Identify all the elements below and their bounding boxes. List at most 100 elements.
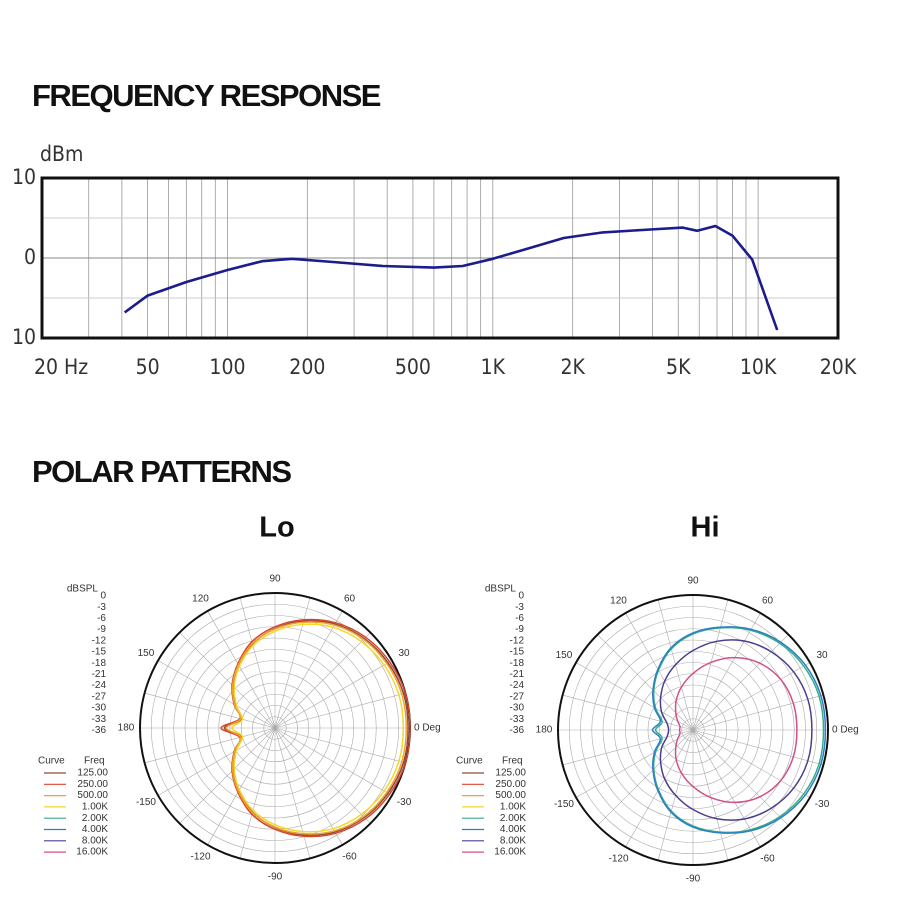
angle-label: 60 [762, 596, 774, 607]
r-axis-label: dBSPL [67, 584, 99, 595]
x-tick-label: 10K [740, 355, 777, 379]
ring [218, 671, 332, 785]
angle-label: 90 [269, 574, 281, 585]
legend-label: 125.00 [77, 768, 108, 779]
r-tick-label: -12 [92, 635, 107, 646]
legend-label: 500.00 [77, 790, 108, 801]
angle-label: 150 [138, 648, 155, 659]
angle-label: 0 Deg [832, 725, 859, 736]
legend-label: 16.00K [494, 847, 526, 858]
r-tick-label: -24 [510, 680, 525, 691]
ring [263, 716, 287, 740]
angle-label: 120 [192, 594, 209, 605]
angle-label: 180 [536, 725, 553, 736]
r-tick-label: -18 [510, 658, 525, 669]
y-tick-label: 0 [24, 245, 36, 269]
polar-curve [652, 626, 825, 834]
legend-label: 8.00K [82, 835, 108, 846]
legend-label: 250.00 [495, 779, 526, 790]
r-tick-label: -36 [510, 725, 525, 736]
angle-label: 180 [118, 723, 135, 734]
r-tick-label: -15 [92, 647, 107, 658]
ring [150, 603, 400, 853]
r-tick-label: -36 [92, 725, 107, 736]
r-tick-label: -27 [510, 691, 525, 702]
r-tick-label: -24 [92, 680, 107, 691]
legend-label: 250.00 [77, 779, 108, 790]
ring [670, 707, 716, 753]
ring [602, 639, 784, 821]
r-tick-label: -30 [92, 703, 107, 714]
angle-label: -150 [136, 797, 156, 808]
r-tick-label: -27 [92, 691, 107, 702]
ring [681, 718, 705, 742]
polar-curve [231, 623, 405, 833]
angle-label: 60 [344, 594, 356, 605]
y-axis-label: dBm [40, 142, 83, 166]
ring [207, 660, 343, 796]
ring [162, 615, 388, 841]
r-tick-label: -33 [510, 714, 525, 725]
legend-label: 500.00 [495, 790, 526, 801]
legend-label: 16.00K [76, 847, 108, 858]
r-tick-label: -18 [92, 658, 107, 669]
response-line [123, 224, 779, 331]
legend-label: 125.00 [495, 768, 526, 779]
angle-label: 30 [816, 650, 828, 661]
legend-label: 1.00K [82, 802, 108, 813]
ring [591, 628, 795, 832]
angle-label: -30 [815, 799, 830, 810]
ring [568, 605, 818, 855]
r-tick-label: -15 [510, 647, 525, 658]
ring [184, 637, 366, 819]
x-tick-label: 5K [666, 355, 691, 379]
ring [658, 695, 728, 765]
section-heading: FREQUENCY RESPONSE [32, 78, 381, 113]
legend-title: Freq [502, 756, 523, 767]
ring [557, 594, 829, 866]
polar-chart: Lo0-3-6-9-12-15-18-21-24-27-30-33-36dBSP… [38, 512, 441, 883]
angle-label: -120 [190, 852, 210, 863]
angle-label: 0 Deg [414, 723, 441, 734]
x-tick-label: 2K [560, 355, 585, 379]
legend-title: Curve [38, 756, 65, 767]
polar-title: Hi [691, 512, 720, 544]
polar-curve [651, 626, 827, 834]
r-axis-label: dBSPL [485, 584, 517, 595]
angle-label: -90 [686, 874, 701, 885]
section-heading: POLAR PATTERNS [32, 454, 291, 489]
angle-label: 30 [398, 648, 410, 659]
legend-label: 8.00K [500, 835, 526, 846]
polar-chart: Hi0-3-6-9-12-15-18-21-24-27-30-33-36dBSP… [456, 512, 859, 885]
r-tick-label: -6 [97, 613, 106, 624]
polar-title: Lo [259, 512, 294, 544]
y-tick-label: 10 [12, 325, 36, 349]
legend-title: Freq [84, 756, 105, 767]
r-tick-label: -21 [92, 669, 107, 680]
legend-label: 2.00K [500, 813, 526, 824]
r-tick-label: -3 [97, 602, 106, 613]
x-tick-label: 20 Hz [34, 355, 88, 379]
x-tick-label: 500 [395, 355, 431, 379]
legend-label: 4.00K [500, 824, 526, 835]
angle-label: 90 [687, 576, 699, 587]
plot-frame [40, 176, 840, 340]
ring [252, 705, 298, 751]
polar-curve [223, 620, 409, 836]
r-tick-label: 0 [100, 591, 106, 602]
r-tick-label: -3 [515, 602, 524, 613]
legend-title: Curve [456, 756, 483, 767]
r-tick-label: -21 [510, 669, 525, 680]
polar-curve [225, 621, 408, 835]
angle-label: -90 [268, 872, 283, 883]
angle-label: -150 [554, 799, 574, 810]
ring [240, 693, 310, 763]
angle-label: -120 [608, 854, 628, 865]
x-tick-label: 1K [481, 355, 506, 379]
x-tick-label: 50 [136, 355, 160, 379]
r-tick-label: -9 [515, 624, 524, 635]
ring [195, 648, 355, 808]
ring [580, 617, 806, 843]
